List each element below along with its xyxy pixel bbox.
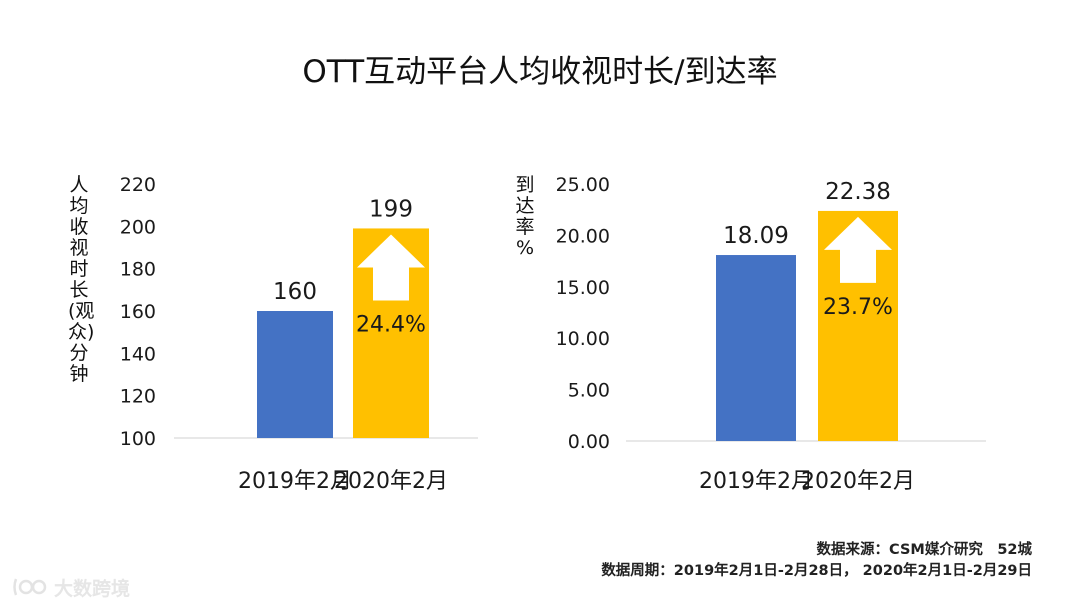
watermark: 大数跨境 [12, 574, 130, 601]
left-y-tick-label: 140 [120, 343, 156, 365]
left-y-tick-label: 180 [120, 259, 156, 281]
watermark-logo-icon [13, 578, 47, 596]
left-growth-label: 24.4% [356, 312, 426, 337]
right-y-tick-label: 10.00 [556, 328, 610, 350]
right-x-category-label: 2020年2月 [801, 469, 915, 494]
data-period-text: 数据周期：2019年2月1日-2月28日， 2020年2月1日-2月29日 [601, 563, 1032, 579]
left-bar-value-label: 160 [273, 279, 317, 305]
watermark-text: 大数跨境 [54, 578, 131, 600]
left-y-tick-label: 100 [120, 428, 156, 450]
right-growth-arrow-icon [824, 216, 892, 283]
right-bar-value-label: 22.38 [825, 179, 891, 205]
right-y-axis-label: 到达率 % [515, 174, 535, 259]
left-y-tick-label: 160 [120, 301, 156, 323]
left-growth-arrow-icon [357, 234, 425, 301]
right-y-tick-label: 20.00 [556, 225, 610, 247]
left-bar-value-label: 199 [369, 196, 413, 222]
right-y-tick-label: 15.00 [556, 277, 610, 299]
right-bar-1 [716, 255, 796, 441]
data-source-text: 数据来源：CSM媒介研究 52城 [816, 542, 1032, 558]
left-y-tick-label: 220 [120, 174, 156, 196]
right-y-tick-label: 25.00 [556, 174, 610, 196]
left-x-category-label: 2019年2月 [238, 469, 352, 494]
left-bar-1 [257, 311, 333, 438]
right-growth-label: 23.7% [823, 295, 893, 320]
right-x-category-label: 2019年2月 [699, 469, 813, 494]
right-y-tick-label: 5.00 [568, 380, 610, 402]
right-bar-value-label: 18.09 [723, 223, 789, 249]
left-y-axis-label: 人均收视时长(观众) 分钟 [68, 174, 95, 385]
left-x-category-label: 2020年2月 [334, 469, 448, 494]
chart-title: OTT互动平台人均收视时长/到达率 [302, 54, 778, 90]
right-y-tick-label: 0.00 [568, 431, 610, 453]
left-y-tick-label: 120 [120, 386, 156, 408]
left-y-tick-label: 200 [120, 216, 156, 238]
